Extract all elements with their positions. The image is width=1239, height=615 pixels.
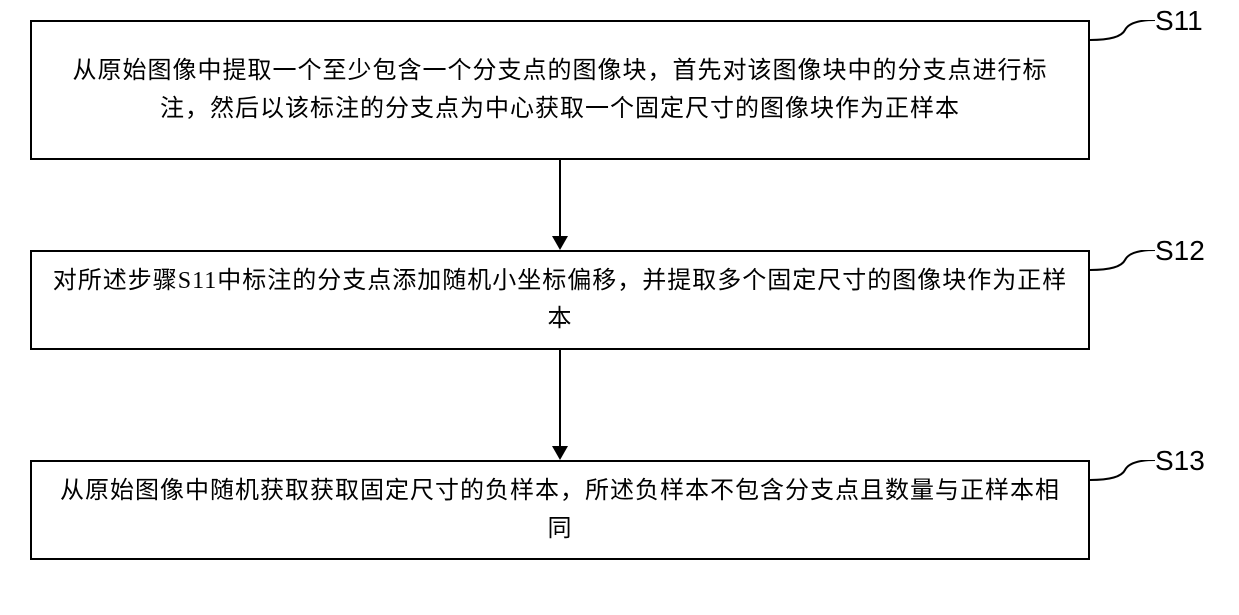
step-label-s12: S12	[1155, 235, 1205, 267]
label-curve-s13	[1090, 460, 1160, 500]
arrow-s11-s12	[552, 236, 568, 250]
flow-text-s13: 从原始图像中随机获取获取固定尺寸的负样本，所述负样本不包含分支点且数量与正样本相…	[52, 472, 1068, 549]
flow-box-s13: 从原始图像中随机获取获取固定尺寸的负样本，所述负样本不包含分支点且数量与正样本相…	[30, 460, 1090, 560]
flow-box-s11: 从原始图像中提取一个至少包含一个分支点的图像块，首先对该图像块中的分支点进行标注…	[30, 20, 1090, 160]
flowchart-container: 从原始图像中提取一个至少包含一个分支点的图像块，首先对该图像块中的分支点进行标注…	[0, 0, 1239, 615]
connector-s11-s12	[559, 160, 561, 236]
connector-s12-s13	[559, 350, 561, 446]
flow-box-s12: 对所述步骤S11中标注的分支点添加随机小坐标偏移，并提取多个固定尺寸的图像块作为…	[30, 250, 1090, 350]
arrow-s12-s13	[552, 446, 568, 460]
label-curve-s12	[1090, 250, 1160, 290]
label-curve-s11	[1090, 20, 1160, 60]
flow-text-s11: 从原始图像中提取一个至少包含一个分支点的图像块，首先对该图像块中的分支点进行标注…	[52, 52, 1068, 129]
step-label-s11: S11	[1155, 5, 1203, 37]
step-label-s13: S13	[1155, 445, 1205, 477]
flow-text-s12: 对所述步骤S11中标注的分支点添加随机小坐标偏移，并提取多个固定尺寸的图像块作为…	[52, 262, 1068, 339]
